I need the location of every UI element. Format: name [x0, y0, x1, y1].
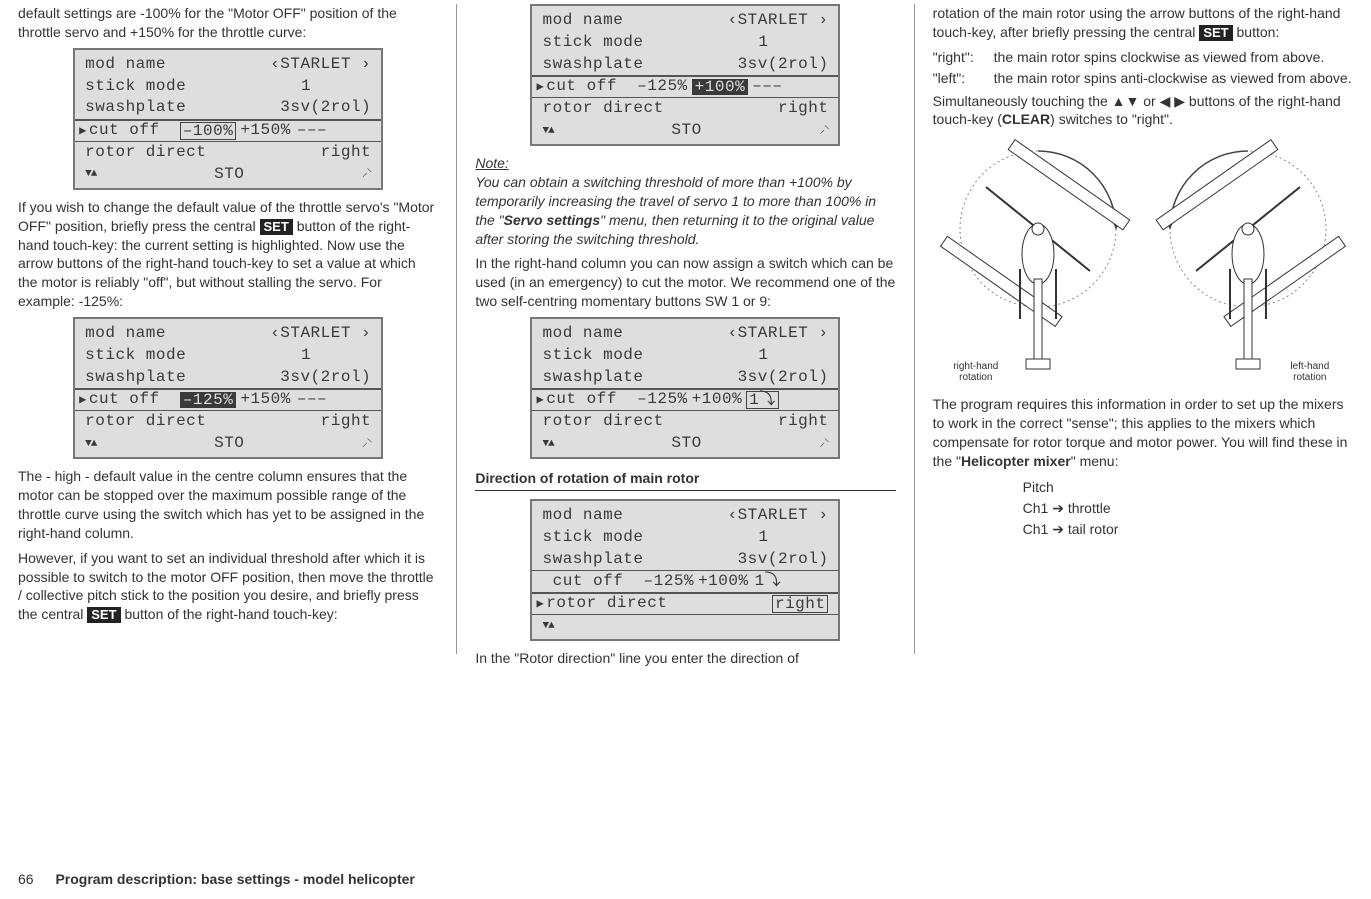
rotor-diagram: right-handrotation left-hand	[933, 139, 1353, 389]
set-badge: SET	[1199, 25, 1232, 41]
def-key: "right":	[933, 48, 988, 67]
note-title: Note:	[475, 155, 508, 171]
set-badge: SET	[260, 219, 293, 235]
lcd-value: 1	[301, 76, 371, 98]
paragraph: Simultaneously touching the ▲▼ or ◀ ▶ bu…	[933, 92, 1353, 130]
lcd-label: mod name	[85, 54, 270, 76]
nav-arrows-icon: ▼▲	[85, 167, 96, 182]
heli-right-rotation: right-handrotation	[938, 139, 1138, 389]
column-2: mod name‹STARLET › stick mode1 swashplat…	[475, 0, 895, 674]
page-number: 66	[18, 871, 34, 887]
lcd-value: +150%	[240, 120, 291, 142]
lcd-boxed-value: 1⤵	[746, 391, 779, 409]
nav-arrows-icon: ▼▲	[542, 124, 553, 139]
def-value: the main rotor spins anti-clockwise as v…	[994, 69, 1353, 88]
footer-title: Program description: base settings - mod…	[55, 871, 414, 887]
heli-left-rotation: left-handrotation	[1148, 139, 1348, 389]
diagram-caption: left-handrotation	[1280, 361, 1340, 383]
lcd-menu-3: mod name‹STARLET › stick mode1 swashplat…	[530, 4, 840, 146]
column-3: rotation of the main rotor using the arr…	[933, 0, 1353, 674]
paragraph: default settings are -100% for the "Moto…	[18, 4, 438, 42]
switch-icon: ⸝⸌	[362, 167, 371, 182]
helicopter-icon	[1148, 139, 1348, 389]
column-separator	[914, 4, 915, 654]
lcd-boxed-value: right	[772, 595, 829, 613]
lcd-label: swashplate	[85, 97, 280, 119]
note: Note: You can obtain a switching thresho…	[475, 154, 895, 248]
list-item: Ch1 ➔ throttle	[1023, 498, 1353, 519]
lcd-inverted-value: –125%	[180, 392, 237, 408]
pointer-icon: ▶	[536, 596, 544, 612]
lcd-menu-1: mod name‹STARLET › stick mode1 swashplat…	[73, 48, 383, 190]
paragraph: In the "Rotor direction" line you enter …	[475, 649, 895, 668]
lcd-label: cut off	[89, 120, 160, 142]
lcd-menu-2: mod name‹STARLET › stick mode1 swashplat…	[73, 317, 383, 459]
diagram-caption: right-handrotation	[946, 361, 1006, 383]
lcd-value: ‹STARLET ›	[270, 54, 371, 76]
lcd-value: 3sv(2rol)	[280, 97, 371, 119]
switch-icon: ⸝⸌	[362, 437, 371, 452]
lcd-label: stick mode	[85, 76, 301, 98]
paragraph: The - high - default value in the centre…	[18, 467, 438, 543]
lcd-menu-5: mod name‹STARLET › stick mode1 swashplat…	[530, 499, 840, 641]
nav-arrows-icon: ▼▲	[542, 437, 553, 452]
set-badge: SET	[87, 607, 120, 623]
paragraph: However, if you want to set an individua…	[18, 549, 438, 625]
list-item: Ch1 ➔ tail rotor	[1023, 519, 1353, 540]
lcd-boxed-value: –100%	[180, 122, 237, 140]
column-1: default settings are -100% for the "Moto…	[18, 0, 438, 674]
def-value: the main rotor spins clockwise as viewed…	[994, 48, 1353, 67]
column-separator	[456, 4, 457, 654]
lcd-value: –––	[297, 120, 327, 142]
paragraph: If you wish to change the default value …	[18, 198, 438, 311]
lcd-value: right	[321, 142, 372, 164]
def-key: "left":	[933, 69, 988, 88]
list-item: Pitch	[1023, 477, 1353, 498]
definition-list: "right": the main rotor spins clockwise …	[933, 48, 1353, 88]
lcd-sto: STO	[214, 164, 244, 186]
page-footer: 66 Program description: base settings - …	[18, 870, 415, 889]
lcd-inverted-value: +100%	[692, 79, 749, 95]
pointer-icon: ▶	[536, 79, 544, 95]
lcd-label: rotor direct	[85, 142, 320, 164]
switch-icon: ⸝⸌	[819, 124, 828, 139]
paragraph: The program requires this information in…	[933, 395, 1353, 471]
nav-arrows-icon: ▼▲	[542, 619, 553, 634]
switch-icon: ⸝⸌	[819, 437, 828, 452]
section-heading: Direction of rotation of main rotor	[475, 469, 895, 491]
pointer-icon: ▶	[79, 123, 87, 139]
mixer-list: Pitch Ch1 ➔ throttle Ch1 ➔ tail rotor	[1023, 477, 1353, 540]
nav-arrows-icon: ▼▲	[85, 437, 96, 452]
pointer-icon: ▶	[79, 392, 87, 408]
paragraph: rotation of the main rotor using the arr…	[933, 4, 1353, 42]
helicopter-icon	[938, 139, 1138, 389]
paragraph: In the right-hand column you can now ass…	[475, 254, 895, 311]
lcd-menu-4: mod name‹STARLET › stick mode1 swashplat…	[530, 317, 840, 459]
pointer-icon: ▶	[536, 392, 544, 408]
